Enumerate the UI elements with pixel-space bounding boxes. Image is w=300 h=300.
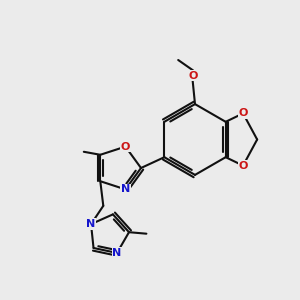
Text: O: O — [238, 160, 248, 171]
Text: N: N — [112, 248, 122, 258]
Text: N: N — [86, 219, 96, 229]
Text: O: O — [121, 142, 130, 152]
Text: O: O — [188, 70, 198, 81]
Text: O: O — [238, 108, 248, 118]
Text: N: N — [121, 184, 130, 194]
